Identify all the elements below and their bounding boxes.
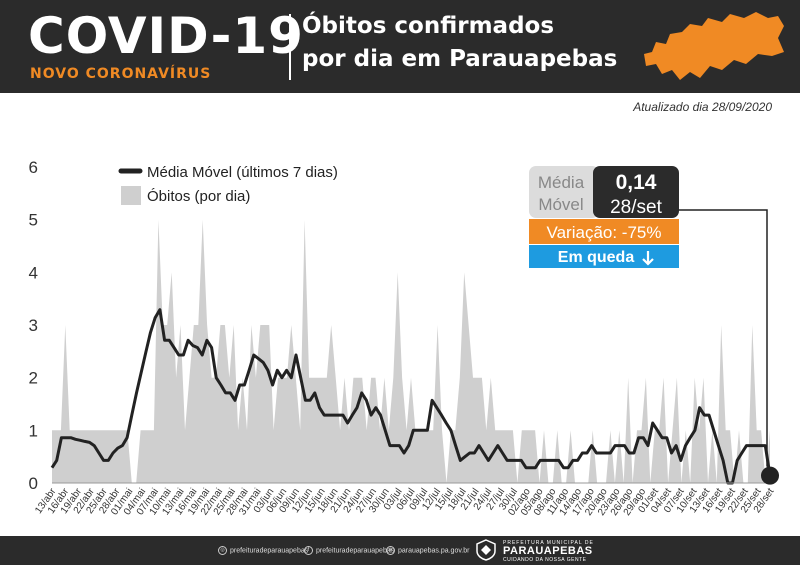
callout-label-line2: Móvel — [538, 195, 583, 214]
arrow-down-icon — [642, 251, 654, 266]
callout-value: 0,14 — [616, 171, 657, 194]
updated-date: Atualizado dia 28/09/2020 — [633, 100, 772, 114]
y-tick-label: 4 — [29, 263, 38, 282]
callout-leader-line — [679, 209, 768, 467]
callout-label-box — [529, 166, 599, 218]
instagram-icon: ◎ — [218, 546, 227, 555]
footer-instagram[interactable]: ◎ prefeituradeparauapebas — [218, 546, 308, 555]
site-url: parauapebas.pa.gov.br — [398, 547, 470, 555]
page-title: Óbitos confirmados por dia em Parauapeba… — [302, 10, 617, 76]
variation-text: Variação: -75% — [547, 223, 662, 242]
callout-value-box — [593, 166, 679, 218]
instagram-handle: prefeituradeparauapebas — [230, 547, 309, 555]
y-tick-label: 6 — [29, 158, 38, 177]
trend-text: Em queda — [558, 249, 635, 266]
variation-box — [529, 219, 679, 244]
y-tick-label: 5 — [29, 211, 38, 230]
title-line-2: por dia em Parauapebas — [302, 46, 618, 72]
footer-facebook[interactable]: f prefeituradeparauapebas — [304, 546, 394, 555]
trend-box — [529, 245, 679, 268]
last-point-marker — [761, 466, 779, 485]
city-name: PARAUAPEBAS — [503, 545, 593, 557]
header: COVID-19 NOVO CORONAVÍRUS Óbitos confirm… — [0, 0, 800, 93]
y-tick-label: 0 — [29, 474, 38, 493]
facebook-icon: f — [304, 546, 313, 555]
slogan: CUIDANDO DA NOSSA GENTE — [503, 557, 587, 563]
city-seal-icon — [476, 539, 496, 561]
region-map-icon — [644, 12, 784, 80]
brand-title: COVID-19 — [28, 7, 304, 65]
series-media-movel-line — [50, 308, 772, 485]
legend: Média Móvel (últimos 7 dias) Óbitos (por … — [118, 164, 338, 205]
facebook-handle: prefeituradeparauapebas — [316, 547, 395, 555]
footer: ◎ prefeituradeparauapebas f prefeituradepa… — [0, 536, 800, 565]
y-tick-label: 1 — [29, 421, 38, 440]
callout-label-line1: Média — [538, 173, 585, 192]
y-tick-label: 3 — [29, 316, 38, 335]
brand-subtitle: NOVO CORONAVÍRUS — [30, 66, 212, 82]
callout-date: 28/set — [610, 197, 662, 218]
globe-icon: ⊕ — [386, 546, 395, 555]
series-obitos-area — [52, 219, 770, 483]
chart: 012345613/abr16/abr19/abr22/abr25/abr28/… — [29, 158, 779, 518]
prefeitura-label: PREFEITURA MUNICIPAL DE — [503, 540, 594, 546]
legend-label-media: Média Móvel (últimos 7 dias) — [147, 164, 338, 181]
callout: Média Móvel 0,14 28/set Variação: -75% Em que… — [529, 166, 768, 467]
footer-site[interactable]: ⊕ parauapebas.pa.gov.br — [386, 546, 469, 555]
legend-area-swatch — [121, 186, 141, 205]
y-tick-label: 2 — [29, 369, 38, 388]
legend-label-obitos: Óbitos (por dia) — [147, 188, 250, 205]
title-line-1: Óbitos confirmados — [302, 13, 555, 39]
header-divider — [289, 14, 291, 80]
